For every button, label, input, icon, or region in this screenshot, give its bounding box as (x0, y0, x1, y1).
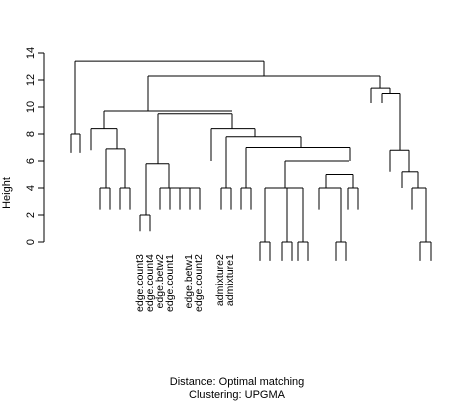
distance-caption: Distance: Optimal matching (169, 376, 305, 388)
leaf-label: admixture2 (214, 254, 226, 306)
y-tick-label: 6 (25, 158, 37, 164)
y-tick-label: 0 (25, 239, 37, 245)
y-tick-label: 2 (25, 212, 37, 218)
leaf-label: edge.betw2 (154, 254, 166, 308)
leaf-label: admixture1 (224, 254, 236, 306)
leaf-label: edge.count4 (144, 254, 156, 312)
y-axis: 0 2 4 6 8 10 12 14 (25, 47, 45, 245)
clustering-caption: Clustering: UPGMA (189, 389, 285, 401)
leaf-label: edge.count3 (134, 254, 146, 312)
leaf-label: edge.count1 (164, 254, 176, 312)
leaf-label: edge.count2 (193, 254, 205, 312)
y-tick-label: 10 (25, 101, 37, 113)
y-tick-label: 8 (25, 131, 37, 137)
y-tick-label: 4 (25, 185, 37, 191)
y-tick-label: 14 (25, 47, 37, 59)
leaf-labels: edge.count3edge.count4edge.betw2edge.cou… (134, 254, 236, 312)
leaf-label: edge.betw1 (183, 254, 195, 308)
y-axis-label: Height (1, 177, 13, 209)
dendrogram-tree (70, 60, 432, 261)
y-tick-label: 12 (25, 74, 37, 86)
